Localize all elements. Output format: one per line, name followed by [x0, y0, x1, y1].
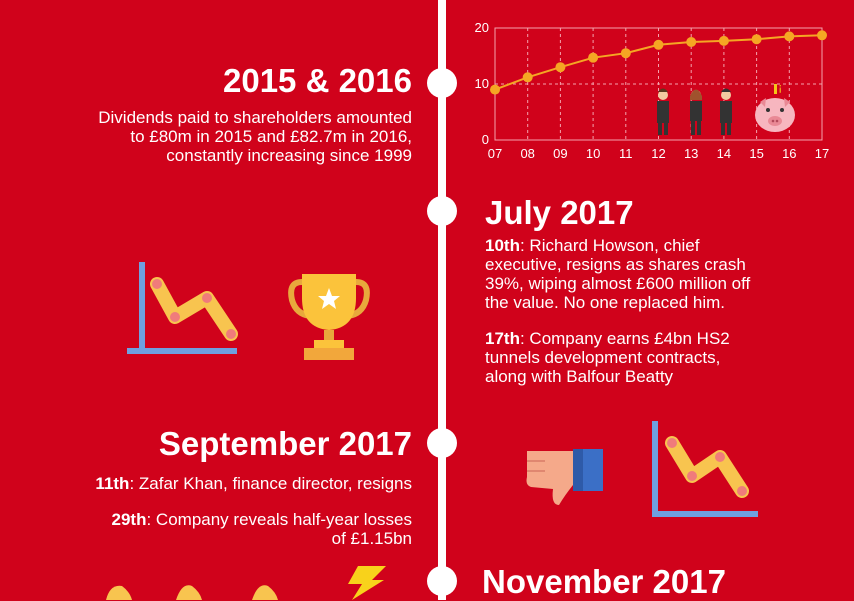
text-line: Dividends paid to shareholders amounted — [98, 108, 412, 127]
data-point — [751, 34, 762, 45]
x-tick-label: 12 — [651, 146, 665, 161]
section-heading-july-2017: July 2017 — [485, 194, 634, 231]
businessman-icon — [657, 88, 669, 135]
data-point — [588, 52, 599, 63]
event-day: 29th — [111, 510, 147, 529]
event-text: : Company reveals half-year losses — [146, 510, 412, 529]
thumbs-down-icon — [526, 449, 603, 505]
text-line: constantly increasing since 1999 — [166, 146, 412, 165]
data-point — [686, 37, 697, 47]
text-line: of £1.15bn — [331, 529, 412, 548]
y-tick-label: 10 — [475, 76, 489, 91]
section-heading-2015-2016: 2015 & 2016 — [223, 62, 412, 99]
data-point — [784, 31, 795, 42]
x-tick-label: 14 — [717, 146, 731, 161]
event-day: 10th — [485, 236, 520, 255]
timeline-dot — [427, 68, 457, 98]
event-text: : Zafar Khan, finance director, resigns — [129, 474, 412, 493]
trophy-icon — [288, 274, 370, 360]
flames-icon — [106, 585, 278, 600]
data-point — [522, 72, 533, 83]
event-text: : Company earns £4bn HS2 — [519, 329, 730, 348]
x-tick-label: 17 — [815, 146, 829, 161]
declining-chart-icon — [652, 421, 758, 517]
section-heading-november-2017: November 2017 — [482, 563, 726, 600]
x-tick-label: 07 — [488, 146, 502, 161]
section-text-july-2017: 10th: Richard Howson, chief executive, r… — [485, 236, 845, 386]
data-point — [817, 30, 827, 41]
text-line: the value. No one replaced him. — [485, 293, 726, 312]
section-heading-september-2017: September 2017 — [158, 425, 412, 462]
x-tick-label: 13 — [684, 146, 698, 161]
x-tick-label: 15 — [749, 146, 763, 161]
businesswoman-icon — [690, 89, 702, 135]
data-point — [620, 48, 631, 59]
timeline-line — [438, 0, 446, 600]
section-text-2015-2016: Dividends paid to shareholders amounted … — [12, 108, 412, 165]
x-tick-label: 10 — [586, 146, 600, 161]
x-tick-label: 09 — [553, 146, 567, 161]
data-point — [555, 62, 566, 73]
data-point — [653, 39, 664, 50]
y-axis-labels: 0 10 20 — [475, 20, 489, 147]
event-day: 17th — [485, 329, 520, 348]
text-line: 39%, wiping almost £600 million off — [485, 274, 751, 293]
x-tick-label: 11 — [619, 146, 633, 161]
dividends-chart: 0 10 20 07 08 09 10 11 12 13 14 15 16 17 ¡ — [475, 20, 830, 161]
y-tick-label: 0 — [482, 132, 489, 147]
piggy-bank-icon: ¡ — [755, 81, 795, 132]
x-axis-labels: 07 08 09 10 11 12 13 14 15 16 17 — [488, 146, 829, 161]
x-tick-label: 08 — [520, 146, 534, 161]
svg-text:¡: ¡ — [778, 81, 782, 94]
lightning-icon — [348, 566, 386, 600]
text-line: along with Balfour Beatty — [485, 367, 674, 386]
event-day: 11th — [95, 474, 130, 493]
section-text-september-2017: 11th: Zafar Khan, finance director, resi… — [12, 474, 412, 548]
x-tick-label: 16 — [782, 146, 796, 161]
text-line: executive, resigns as shares crash — [485, 255, 746, 274]
declining-chart-icon — [127, 262, 238, 354]
text-line: tunnels development contracts, — [485, 348, 721, 367]
timeline-dot — [427, 428, 457, 458]
timeline-dot — [427, 566, 457, 596]
series-points — [490, 30, 827, 95]
data-point — [490, 84, 500, 95]
data-point — [718, 35, 729, 46]
businessman-icon — [720, 88, 732, 135]
event-text: : Richard Howson, chief — [519, 236, 700, 255]
timeline-dot — [427, 196, 457, 226]
y-tick-label: 20 — [475, 20, 489, 35]
text-line: to £80m in 2015 and £82.7m in 2016, — [130, 127, 412, 146]
